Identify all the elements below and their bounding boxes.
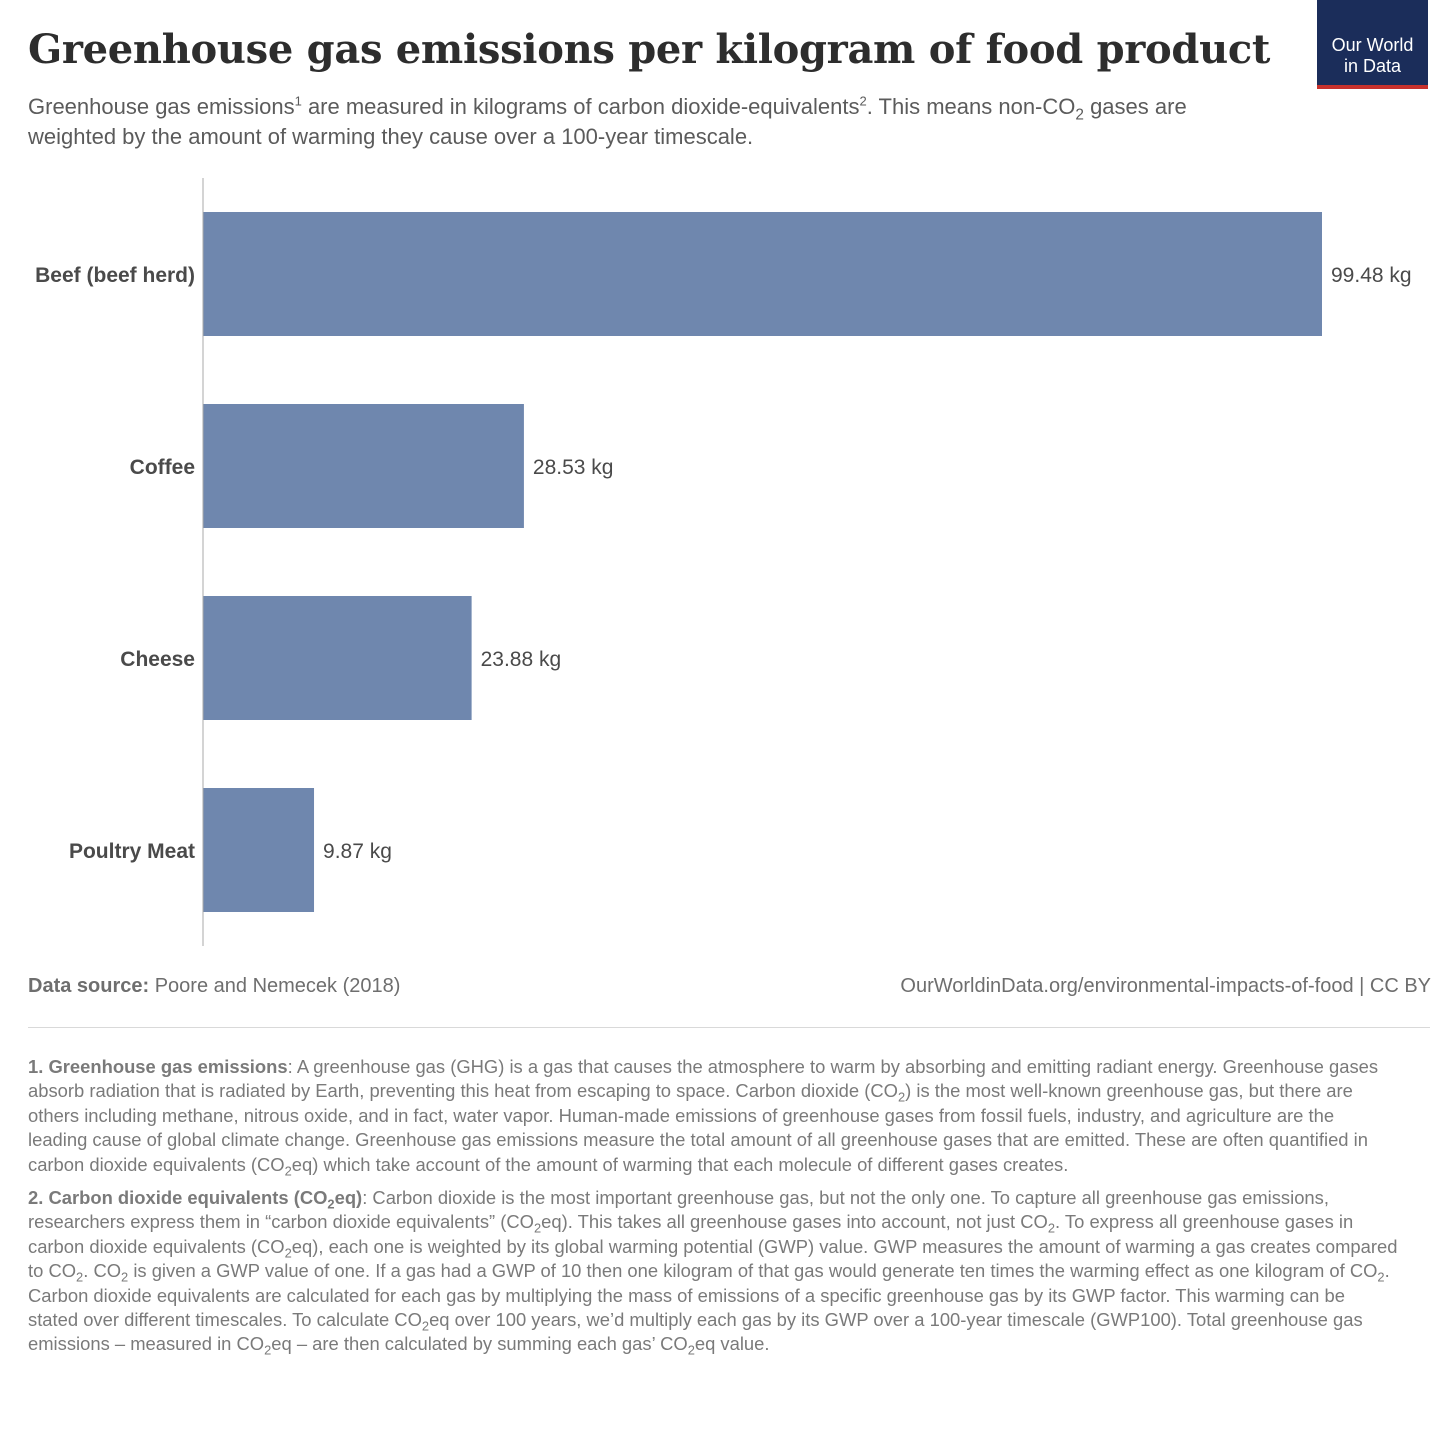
subtitle-text: are measured in kilograms of carbon diox… (301, 94, 860, 119)
subscript: 2 (1377, 1269, 1385, 1285)
subscript: 2 (264, 1343, 272, 1359)
footnote-text: ) is the most well-known greenhouse gas,… (28, 1080, 1368, 1175)
footnote-text: : Carbon dioxide is the most important g… (28, 1187, 1329, 1233)
category-label: Coffee (130, 456, 195, 479)
footnote-text: eq over 100 years, we’d multiply each ga… (28, 1309, 1363, 1355)
category-label: Cheese (120, 648, 195, 671)
subtitle-text: gases are weighted by the amount of warm… (28, 94, 1187, 149)
value-label: 99.48 kg (1331, 264, 1412, 287)
footnote-heading: 2. Carbon dioxide equivalents (CO2eq) (28, 1187, 363, 1211)
logo-line-2: in Data (1343, 56, 1402, 76)
footnote-1: 1. Greenhouse gas emissions: A greenhous… (28, 1055, 1398, 1177)
footnote-2: 2. Carbon dioxide equivalents (CO2eq): C… (28, 1186, 1398, 1357)
footnote-text: eq), each one is weighted by its global … (28, 1235, 1398, 1282)
footnotes: 1. Greenhouse gas emissions: A greenhous… (28, 1055, 1398, 1366)
footnote-text: . To express all greenhouse gases in car… (28, 1211, 1354, 1257)
chart-subtitle: Greenhouse gas emissions1 are measured i… (28, 92, 1248, 152)
data-source-text[interactable]: Poore and Nemecek (2018) (149, 975, 401, 997)
subscript: 2 (284, 1163, 292, 1179)
bar[interactable] (203, 596, 472, 720)
footnote-heading-text: 2. Carbon dioxide equivalents (CO (28, 1187, 328, 1209)
value-label: 9.87 kg (323, 840, 392, 863)
bar-chart: Beef (beef herd) 99.48 kg Coffee 28.53 kg Ch… (35, 178, 1412, 946)
data-source-label: Data source: (28, 975, 150, 997)
subscript: 2 (533, 1221, 542, 1237)
subtitle-text: Greenhouse gas emissions (28, 94, 295, 119)
subscript: 2 (1047, 1221, 1056, 1237)
source-url[interactable]: OurWorldinData.org/environmental-impacts… (900, 975, 1431, 997)
footnote-ref-2[interactable]: 2 (859, 93, 867, 109)
bar[interactable] (203, 212, 1322, 336)
category-label: Beef (beef herd) (35, 264, 195, 287)
footnote-text: eq – are then calculated by summing each… (271, 1333, 688, 1355)
subtitle-text: . This means non-CO (866, 94, 1076, 119)
footnote-text: : A greenhouse gas (GHG) is a gas that c… (28, 1056, 1379, 1102)
subscript: 2 (897, 1090, 906, 1106)
subscript: 2 (327, 1196, 335, 1212)
data-source: Data source: Poore and Nemecek (2018) (28, 975, 400, 998)
value-label: 23.88 kg (481, 648, 562, 671)
footnote-ref-1[interactable]: 1 (294, 93, 302, 109)
subscript: 2 (284, 1245, 292, 1261)
footnote-text: is given a GWP value of one. If a gas ha… (128, 1260, 1378, 1282)
owid-logo[interactable]: Our World in Data (1317, 0, 1428, 89)
chart-title: Greenhouse gas emissions per kilogram of… (28, 26, 1271, 73)
bar[interactable] (203, 404, 524, 528)
subscript: 2 (76, 1269, 84, 1285)
footnote-text: eq value. (694, 1333, 770, 1355)
bar[interactable] (203, 788, 315, 912)
subscript: 2 (687, 1343, 695, 1359)
value-label: 28.53 kg (533, 456, 614, 479)
footnote-text: eq) which take account of the amount of … (291, 1153, 1069, 1175)
footnote-heading: 1. Greenhouse gas emissions (28, 1056, 288, 1077)
footnote-text: . CO (83, 1260, 122, 1282)
logo-line-1: Our World (1331, 35, 1414, 55)
subscript: 2 (121, 1269, 129, 1285)
subscript: 2 (1075, 106, 1084, 124)
subscript: 2 (421, 1318, 430, 1334)
footnote-text: . Carbon dioxide equivalents are calcula… (28, 1260, 1390, 1331)
footer-divider (28, 1027, 1430, 1028)
category-label: Poultry Meat (69, 840, 195, 863)
footnote-heading-text: eq) (334, 1187, 363, 1209)
footnote-text: eq). This takes all greenhouse gases int… (541, 1211, 1048, 1233)
